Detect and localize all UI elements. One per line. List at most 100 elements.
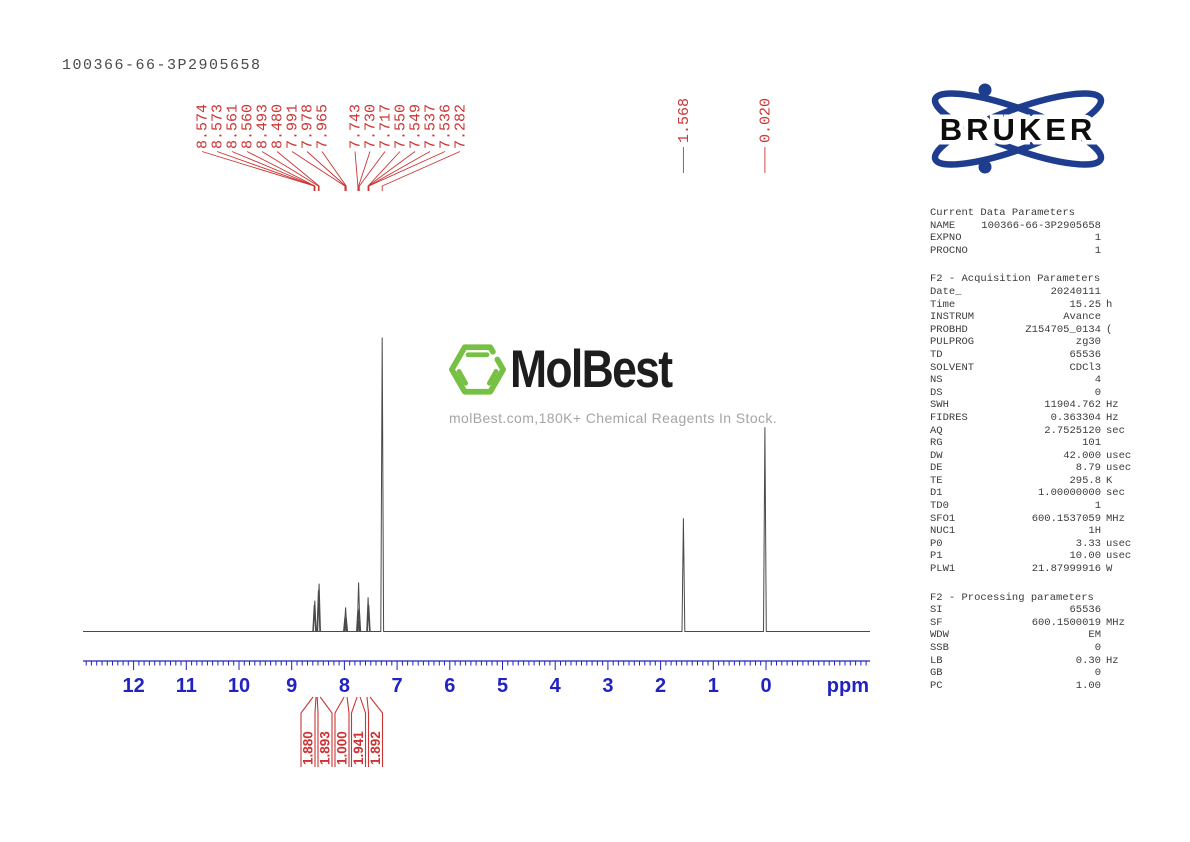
- peak-label: 8.561: [225, 104, 242, 149]
- parameter-row: WDW EM: [930, 629, 1136, 642]
- integral-bracket: [350, 696, 367, 767]
- bruker-orbit-ellipse: [931, 90, 1105, 168]
- parameter-unit: [1101, 525, 1136, 538]
- axis-tick-label: 9: [286, 675, 297, 697]
- parameter-unit: h: [1106, 298, 1113, 311]
- peak-leader-line: [358, 151, 371, 191]
- peak-leader-line: [291, 151, 346, 191]
- parameter-unit: usec: [1106, 462, 1132, 475]
- integral-bracket: [334, 696, 350, 767]
- parameter-name: WDW: [930, 629, 949, 642]
- peak-leader-line: [354, 151, 359, 191]
- parameter-row: TD0 1: [930, 500, 1136, 513]
- peak-label: 7.717: [378, 104, 395, 149]
- parameter-name: TD: [930, 348, 943, 361]
- peak-label: 7.991: [285, 104, 302, 149]
- parameter-name: PC: [930, 679, 943, 692]
- peak-leader-line: [321, 151, 347, 191]
- axis-tick-label: 4: [550, 675, 562, 697]
- parameter-row: PC 1.00: [930, 680, 1136, 693]
- peak-label: 7.549: [408, 104, 425, 149]
- parameter-name: PLW1: [930, 563, 956, 576]
- peak-label: 7.730: [363, 104, 380, 149]
- parameter-unit: [1101, 374, 1136, 387]
- peak-label: 7.536: [438, 104, 455, 149]
- parameter-value: 3.33: [1075, 537, 1101, 550]
- hexagon-inner-bonds: [456, 352, 499, 386]
- molbest-watermark: MolBest molBest.com,180K+ Chemical Reage…: [449, 341, 778, 426]
- parameter-row: D1 1.00000000 sec: [930, 487, 1136, 500]
- peak-label: 1.568: [676, 98, 693, 143]
- parameter-value: 600.1500019: [1031, 616, 1101, 629]
- axis-tick-label: 11: [176, 675, 197, 697]
- parameter-unit: [1101, 349, 1136, 362]
- section-gap: [930, 257, 1136, 273]
- peak-label: 7.537: [423, 104, 440, 149]
- parameter-unit: W: [1106, 563, 1113, 576]
- parameter-value: 1.00: [1075, 679, 1101, 692]
- parameter-value: 100366-66-3P2905658: [981, 219, 1101, 232]
- parameter-name: Date_: [930, 285, 962, 298]
- bruker-orbit-ellipse: [931, 90, 1105, 168]
- molbest-hexagon-icon: [449, 344, 506, 395]
- parameter-unit: sec: [1106, 487, 1125, 500]
- parameter-value: 21.87999916: [1031, 563, 1101, 576]
- axis-tick-label: 10: [228, 675, 250, 697]
- peak-label: 7.965: [315, 104, 332, 149]
- parameter-row: NS 4: [930, 374, 1136, 387]
- integral-value: 1.892: [368, 731, 383, 765]
- parameter-name: RG: [930, 437, 943, 450]
- parameter-row: DE 8.79 usec: [930, 462, 1136, 475]
- parameter-unit: MHz: [1106, 616, 1125, 629]
- parameter-section-heading: F2 - Acquisition Parameters: [930, 273, 1101, 286]
- parameter-name: Time: [930, 298, 956, 311]
- bruker-logo-text: BRUKER: [940, 112, 1097, 147]
- parameter-name: TE: [930, 474, 943, 487]
- parameter-row: PULPROG zg30: [930, 336, 1136, 349]
- parameter-row: SI 65536: [930, 604, 1136, 617]
- parameter-value: 20240111: [1050, 285, 1101, 298]
- peak-label: 8.574: [195, 104, 212, 149]
- parameter-value: 1H: [1088, 525, 1101, 538]
- parameter-row: SSB 0: [930, 642, 1136, 655]
- peak-leader-line: [246, 151, 316, 191]
- parameter-value: 1: [1094, 232, 1101, 245]
- sample-title: 100366-66-3P2905658: [62, 57, 262, 74]
- bruker-orbit-dot-top: [978, 83, 992, 97]
- section-gap: [930, 576, 1136, 592]
- parameter-unit: usec: [1106, 550, 1132, 563]
- parameter-unit: [1101, 232, 1136, 245]
- parameter-unit: MHz: [1106, 512, 1125, 525]
- parameter-unit: [1101, 245, 1136, 258]
- molbest-tagline: molBest.com,180K+ Chemical Reagents In S…: [449, 410, 778, 426]
- parameter-row: INSTRUM Avance: [930, 311, 1136, 324]
- parameter-row: PROCNO 1: [930, 245, 1136, 258]
- integral-bracket: [366, 696, 384, 767]
- peak-label: 7.282: [453, 104, 470, 149]
- parameter-name: NS: [930, 374, 943, 387]
- parameter-value: 15.25: [1069, 298, 1101, 311]
- axis-ticks: [85, 661, 867, 670]
- nmr-spectrum: 8.5748.5738.5618.5608.4938.4807.9917.978…: [83, 98, 870, 767]
- parameter-unit: (: [1106, 323, 1113, 336]
- parameter-row: EXPNO 1: [930, 232, 1136, 245]
- parameter-row: DS 0: [930, 387, 1136, 400]
- parameter-name: DS: [930, 386, 943, 399]
- peak-label: 8.573: [210, 104, 227, 149]
- parameter-row: SWH 11904.762 Hz: [930, 399, 1136, 412]
- parameter-unit: [1101, 642, 1136, 655]
- parameter-row: PLW1 21.87999916 W: [930, 563, 1136, 576]
- parameter-section-heading: F2 - Processing parameters: [930, 591, 1094, 604]
- parameter-value: CDCl3: [1069, 361, 1101, 374]
- parameter-name: P1: [930, 550, 943, 563]
- peak-leader-line: [276, 151, 320, 191]
- parameter-value: 1.00000000: [1037, 487, 1101, 500]
- parameter-value: 0.30: [1075, 654, 1101, 667]
- parameter-section-heading: Current Data Parameters: [930, 207, 1075, 219]
- parameter-value: 0: [1094, 667, 1101, 680]
- integral-value: 1.000: [335, 731, 350, 765]
- parameter-name: SI: [930, 604, 943, 617]
- parameter-name: D1: [930, 487, 943, 500]
- hexagon-outline: [449, 344, 506, 395]
- parameter-unit: Hz: [1106, 411, 1119, 424]
